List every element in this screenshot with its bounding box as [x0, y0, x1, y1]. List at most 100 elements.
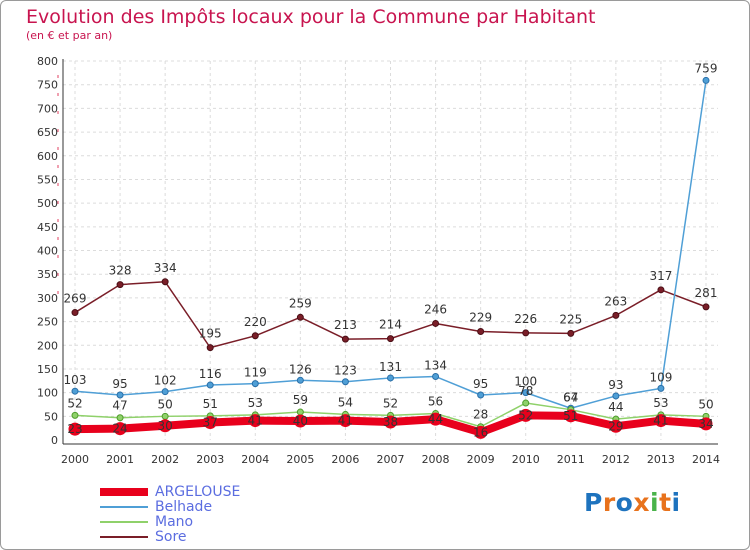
- data-label-mano: 56: [428, 394, 443, 408]
- data-point-argelouse: [248, 414, 262, 428]
- data-point-sore: [432, 319, 440, 327]
- proxiti-logo: Proxiti: [584, 488, 681, 517]
- data-point-sore: [161, 278, 169, 286]
- legend-swatch: [100, 536, 148, 538]
- data-label-argelouse: 51: [563, 409, 578, 423]
- legend-label: ARGELOUSE: [155, 484, 241, 500]
- data-point-belhade: [432, 373, 440, 381]
- data-point-sore: [71, 309, 79, 317]
- data-point-sore: [251, 332, 259, 340]
- data-label-sore: 269: [64, 292, 87, 306]
- legend-label: Sore: [155, 529, 187, 545]
- legend-swatch: [100, 521, 148, 523]
- data-point-argelouse: [293, 414, 307, 428]
- x-tick-label: 2013: [647, 453, 675, 466]
- data-point-belhade: [71, 387, 79, 395]
- data-label-belhade: 116: [199, 367, 222, 381]
- logo-letter: o: [615, 488, 634, 517]
- data-label-mano: 59: [293, 393, 308, 407]
- data-label-belhade: 759: [695, 61, 718, 75]
- data-label-mano: 44: [608, 400, 623, 414]
- x-tick-label: 2001: [106, 453, 134, 466]
- y-tick-label: 100: [37, 387, 58, 400]
- data-label-mano: 54: [338, 395, 353, 409]
- data-point-sore: [477, 328, 485, 336]
- x-tick-label: 2005: [286, 453, 314, 466]
- y-tick-label: 300: [37, 292, 58, 305]
- data-point-belhade: [657, 384, 665, 392]
- logo-letter: i: [671, 488, 681, 517]
- x-tick-label: 2012: [602, 453, 630, 466]
- legend-label: Mano: [155, 514, 194, 530]
- y-tick-label: 700: [37, 102, 58, 115]
- logo-letter: i: [650, 488, 660, 517]
- data-label-sore: 246: [424, 302, 447, 316]
- data-point-argelouse: [654, 414, 668, 428]
- data-label-belhade: 95: [112, 377, 127, 391]
- y-tick-label: 0: [51, 434, 58, 447]
- data-label-belhade: 131: [379, 360, 402, 374]
- data-label-sore: 226: [514, 312, 537, 326]
- data-label-argelouse: 23: [67, 422, 82, 436]
- data-label-belhade: 123: [334, 364, 357, 378]
- data-label-argelouse: 24: [112, 422, 127, 436]
- y-tick-label: 200: [37, 339, 58, 352]
- data-point-argelouse: [384, 415, 397, 429]
- data-label-mano: 50: [698, 397, 713, 411]
- y-tick-label: 500: [37, 197, 58, 210]
- data-label-belhade: 103: [64, 373, 87, 387]
- x-tick-label: 2004: [241, 453, 269, 466]
- data-point-argelouse: [474, 425, 488, 439]
- y-tick-label: 150: [37, 363, 58, 376]
- data-point-sore: [657, 286, 665, 294]
- data-label-belhade: 134: [424, 359, 447, 373]
- y-tick-label: 750: [37, 79, 58, 92]
- data-point-belhade: [612, 392, 620, 400]
- data-point-argelouse: [609, 419, 623, 433]
- data-label-argelouse: 34: [698, 417, 713, 431]
- data-label-sore: 259: [289, 296, 312, 310]
- data-point-mano: [116, 414, 124, 422]
- data-point-sore: [296, 313, 304, 321]
- legend-swatch: [100, 488, 148, 496]
- data-point-belhade: [522, 389, 530, 397]
- data-label-sore: 317: [649, 269, 672, 283]
- data-point-argelouse: [113, 422, 127, 436]
- data-label-sore: 328: [109, 264, 132, 278]
- data-point-argelouse: [699, 417, 713, 431]
- logo-letter: t: [659, 488, 672, 517]
- data-label-argelouse: 41: [248, 414, 263, 428]
- data-point-sore: [522, 329, 530, 337]
- data-point-belhade: [116, 391, 124, 399]
- data-point-argelouse: [203, 415, 217, 429]
- data-label-mano: 52: [67, 396, 82, 410]
- y-tick-label: 250: [37, 316, 58, 329]
- data-label-sore: 220: [244, 315, 267, 329]
- data-label-argelouse: 41: [338, 414, 353, 428]
- data-label-belhade: 100: [514, 375, 537, 389]
- data-point-argelouse: [68, 422, 82, 436]
- x-tick-label: 2011: [557, 453, 585, 466]
- data-label-belhade: 102: [154, 374, 177, 388]
- x-tick-label: 2014: [692, 453, 720, 466]
- data-point-argelouse: [564, 409, 578, 423]
- data-label-mano: 51: [203, 397, 218, 411]
- data-label-mano: 47: [112, 399, 127, 413]
- data-label-mano: 78: [518, 384, 533, 398]
- data-label-mano: 64: [563, 391, 578, 405]
- data-point-sore: [116, 281, 124, 289]
- x-tick-label: 2008: [422, 453, 450, 466]
- x-tick-label: 2002: [151, 453, 179, 466]
- legend-label: Belhade: [155, 499, 213, 515]
- data-label-argelouse: 44: [428, 412, 443, 426]
- data-label-argelouse: 30: [158, 419, 173, 433]
- y-tick-label: 450: [37, 221, 58, 234]
- x-tick-label: 2003: [196, 453, 224, 466]
- data-label-argelouse: 29: [608, 419, 623, 433]
- data-point-sore: [567, 329, 575, 337]
- x-tick-label: 2000: [61, 453, 89, 466]
- data-point-sore: [612, 311, 620, 319]
- data-label-mano: 53: [248, 396, 263, 410]
- y-tick-label: 50: [44, 410, 58, 423]
